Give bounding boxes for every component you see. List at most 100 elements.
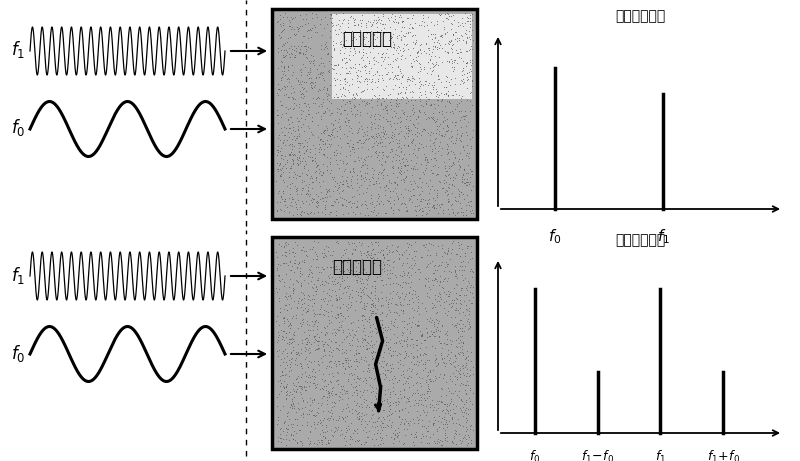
Point bbox=[386, 294, 398, 301]
Point bbox=[345, 369, 358, 377]
Point bbox=[438, 430, 451, 437]
Point bbox=[423, 332, 436, 340]
Point bbox=[370, 179, 382, 186]
Point bbox=[318, 107, 331, 115]
Point bbox=[283, 34, 296, 41]
Point bbox=[459, 390, 472, 398]
Point bbox=[396, 18, 409, 25]
Point bbox=[392, 429, 405, 436]
Point bbox=[306, 24, 318, 31]
Point bbox=[419, 97, 432, 104]
Point bbox=[330, 296, 342, 304]
Point bbox=[413, 94, 426, 101]
Point bbox=[393, 75, 406, 83]
Point bbox=[322, 416, 335, 424]
Point bbox=[429, 416, 442, 424]
Point bbox=[395, 73, 408, 81]
Point bbox=[307, 300, 320, 307]
Point bbox=[405, 180, 418, 187]
Point bbox=[294, 12, 306, 19]
Point bbox=[410, 342, 422, 349]
Point bbox=[454, 366, 466, 373]
Point bbox=[346, 270, 358, 278]
Point bbox=[361, 99, 374, 106]
Point bbox=[442, 191, 454, 198]
Point bbox=[379, 326, 392, 334]
Point bbox=[461, 370, 474, 377]
Point bbox=[270, 317, 282, 325]
Point bbox=[296, 89, 309, 97]
Point bbox=[353, 48, 366, 55]
Point bbox=[271, 44, 284, 52]
Point bbox=[432, 36, 445, 44]
Point bbox=[456, 170, 469, 177]
Point bbox=[430, 308, 443, 316]
Point bbox=[374, 160, 387, 168]
Point bbox=[316, 375, 329, 383]
Point bbox=[282, 115, 294, 122]
Point bbox=[334, 40, 346, 47]
Point bbox=[325, 11, 338, 18]
Point bbox=[378, 130, 390, 138]
Point bbox=[415, 331, 428, 338]
Point bbox=[442, 12, 455, 19]
Point bbox=[406, 140, 418, 147]
Point bbox=[406, 313, 419, 321]
Point bbox=[431, 439, 444, 447]
Point bbox=[298, 92, 310, 100]
Point bbox=[380, 101, 393, 108]
Point bbox=[449, 266, 462, 273]
Point bbox=[348, 103, 361, 111]
Point bbox=[434, 11, 447, 18]
Point bbox=[354, 111, 366, 118]
Point bbox=[419, 154, 432, 161]
Point bbox=[282, 336, 295, 343]
Point bbox=[388, 178, 401, 185]
Point bbox=[367, 55, 380, 62]
Point bbox=[375, 161, 388, 169]
Point bbox=[274, 261, 286, 269]
Point bbox=[388, 107, 401, 115]
Point bbox=[353, 77, 366, 85]
Point bbox=[342, 19, 354, 27]
Point bbox=[310, 316, 322, 324]
Point bbox=[453, 266, 466, 274]
Point bbox=[434, 294, 446, 301]
Point bbox=[388, 339, 401, 347]
Point bbox=[306, 295, 318, 302]
Point bbox=[316, 195, 329, 202]
Point bbox=[275, 194, 288, 201]
Point bbox=[433, 32, 446, 39]
Point bbox=[459, 107, 472, 114]
Point bbox=[391, 401, 404, 408]
Point bbox=[358, 40, 371, 47]
Point bbox=[403, 20, 416, 27]
Point bbox=[283, 291, 296, 298]
Point bbox=[427, 78, 440, 86]
Point bbox=[398, 393, 410, 400]
Point bbox=[454, 136, 466, 143]
Point bbox=[404, 195, 417, 203]
Point bbox=[370, 429, 383, 437]
Point bbox=[411, 202, 424, 210]
Point bbox=[317, 383, 330, 390]
Point bbox=[271, 312, 284, 319]
Point bbox=[284, 53, 297, 61]
Point bbox=[466, 36, 479, 44]
Point bbox=[391, 242, 404, 249]
Point bbox=[302, 291, 314, 299]
Point bbox=[335, 19, 348, 27]
Point bbox=[283, 174, 296, 181]
Point bbox=[421, 395, 434, 402]
Point bbox=[440, 123, 453, 130]
Point bbox=[370, 177, 382, 184]
Point bbox=[342, 363, 355, 371]
Point bbox=[324, 437, 337, 444]
Point bbox=[312, 73, 325, 81]
Point bbox=[450, 304, 462, 311]
Point bbox=[460, 396, 473, 403]
Point bbox=[400, 280, 413, 287]
Point bbox=[270, 248, 282, 255]
Point bbox=[383, 188, 396, 195]
Point bbox=[375, 53, 388, 61]
